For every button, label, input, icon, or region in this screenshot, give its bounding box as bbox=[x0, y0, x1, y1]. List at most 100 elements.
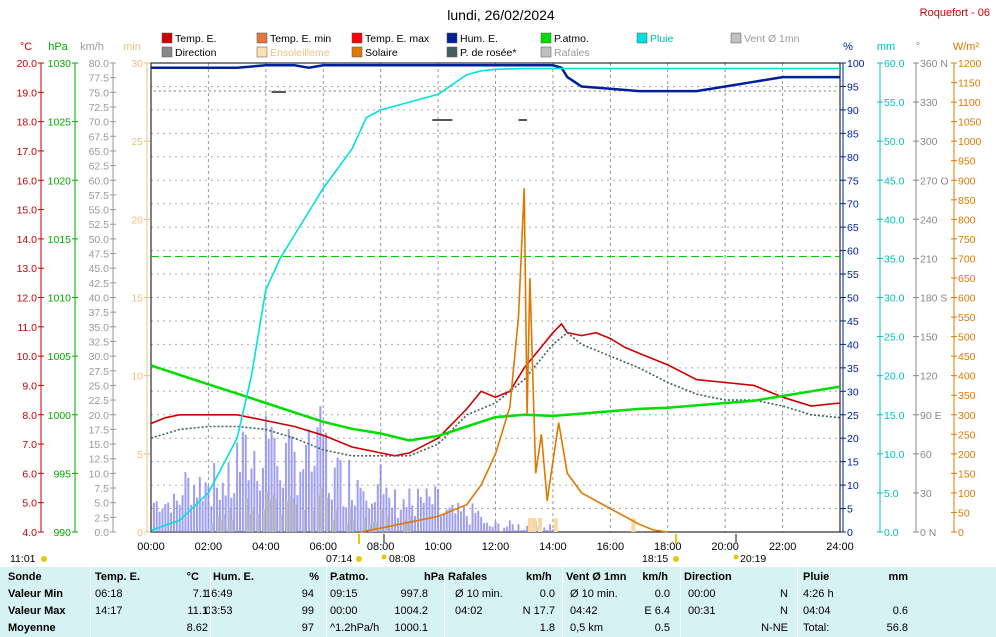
x-tick: 06:00 bbox=[309, 541, 337, 553]
temp-axis-tick: 14.0 bbox=[17, 234, 38, 246]
summary-header: Sonde Temp. E. °C Hum. E.% P.atmo. hPa Rafales… bbox=[0, 569, 996, 586]
wind-axis-tick: 42.5 bbox=[89, 278, 110, 290]
chart-title: lundi, 26/02/2024 bbox=[447, 7, 555, 23]
unit-pressure: hPa bbox=[48, 41, 68, 53]
pressure-axis-tick: 995 bbox=[53, 468, 71, 480]
legend-label: Temp. E. min bbox=[270, 33, 331, 45]
pressure-axis-tick: 1010 bbox=[48, 293, 72, 305]
wind-axis-tick: 37.5 bbox=[89, 307, 110, 319]
legend-swatch bbox=[351, 46, 363, 58]
temp-axis-tick: 5.0 bbox=[22, 498, 37, 510]
rain-axis-tick: 10.0 bbox=[884, 449, 905, 461]
rain-axis-tick: 30.0 bbox=[884, 293, 905, 305]
wind-axis-tick: 57.5 bbox=[89, 190, 110, 202]
x-tick: 12:00 bbox=[482, 541, 510, 553]
unit-humidity: % bbox=[843, 41, 853, 53]
column-separator bbox=[562, 567, 563, 637]
pressure-axis-tick: 1030 bbox=[48, 58, 72, 70]
summary-cell: 1004.2 bbox=[394, 605, 428, 617]
wind-axis-tick: 0.0 bbox=[94, 527, 109, 539]
humidity-axis-tick: 10 bbox=[847, 480, 859, 492]
summary-header-cell: Rafales bbox=[448, 571, 488, 583]
summary-header-cell: km/h bbox=[526, 571, 552, 583]
humidity-axis-tick: 45 bbox=[847, 316, 859, 328]
x-tick: 20:00 bbox=[711, 541, 739, 553]
solar-axis-tick: 250 bbox=[958, 429, 976, 441]
column-separator bbox=[326, 567, 327, 637]
solar-axis-tick: 1000 bbox=[958, 136, 982, 148]
solar-axis-tick: 950 bbox=[958, 156, 976, 168]
summary-header-cell: km/h bbox=[642, 571, 668, 583]
series-pluie bbox=[150, 67, 840, 532]
wind-axis-tick: 50.0 bbox=[89, 234, 110, 246]
humidity-axis-tick: 85 bbox=[847, 128, 859, 140]
direction-axis-tick: 270 O bbox=[920, 175, 949, 187]
solar-axis-tick: 350 bbox=[958, 390, 976, 402]
legend-label: Temp. E. bbox=[175, 33, 216, 45]
legend-label: Pluie bbox=[650, 33, 674, 45]
summary-header-cell: Sonde bbox=[8, 571, 42, 583]
legend-swatch bbox=[351, 32, 363, 44]
summary-cell: 14:17 bbox=[95, 605, 123, 617]
wind-axis-tick: 47.5 bbox=[89, 249, 110, 261]
pressure-axis-tick: 1025 bbox=[48, 117, 72, 129]
humidity-axis-tick: 75 bbox=[847, 175, 859, 187]
solar-axis-tick: 450 bbox=[958, 351, 976, 363]
summary-cell: 4:26 h bbox=[803, 588, 834, 600]
wind-axis-tick: 67.5 bbox=[89, 131, 110, 143]
wind-axis-tick: 72.5 bbox=[89, 102, 110, 114]
summary-cell: 04:04 bbox=[803, 605, 831, 617]
direction-axis-tick: 330 bbox=[920, 97, 938, 109]
summary-cell: 97 bbox=[301, 622, 314, 634]
moon-icon bbox=[381, 554, 387, 560]
x-tick: 00:00 bbox=[137, 541, 165, 553]
legend-label: Vent Ø 1mn bbox=[744, 33, 800, 45]
temp-axis-tick: 7.0 bbox=[22, 439, 37, 451]
solar-axis-tick: 700 bbox=[958, 253, 976, 265]
direction-axis-tick: 0 N bbox=[920, 527, 936, 539]
temp-axis-tick: 16.0 bbox=[17, 175, 38, 187]
temp-axis-tick: 8.0 bbox=[22, 410, 37, 422]
x-tick: 22:00 bbox=[769, 541, 797, 553]
legend-label: Hum. E. bbox=[460, 33, 498, 45]
station-name: Roquefort - 06 bbox=[920, 7, 990, 19]
wind-axis-tick: 70.0 bbox=[89, 117, 110, 129]
sunshine-bar bbox=[631, 518, 636, 532]
wind-axis-tick: 55.0 bbox=[89, 205, 110, 217]
temp-axis-tick: 10.0 bbox=[17, 351, 38, 363]
solar-axis-tick: 850 bbox=[958, 195, 976, 207]
series-p-atmo bbox=[150, 364, 841, 442]
temp-axis-tick: 12.0 bbox=[17, 293, 38, 305]
unit-sunshine: min bbox=[123, 41, 141, 53]
pressure-axis-tick: 1005 bbox=[48, 351, 72, 363]
rain-axis-tick: 55.0 bbox=[884, 97, 905, 109]
temp-axis-tick: 17.0 bbox=[17, 146, 38, 158]
humidity-axis-tick: 70 bbox=[847, 199, 859, 211]
unit-temp: °C bbox=[20, 41, 32, 53]
summary-cell: 7.1 bbox=[192, 588, 208, 600]
wind-axis-tick: 75.0 bbox=[89, 87, 110, 99]
summary-header-cell: °C bbox=[186, 571, 199, 583]
direction-axis-tick: 120 bbox=[920, 371, 938, 383]
wind-axis-tick: 45.0 bbox=[89, 263, 110, 275]
summary-header-cell: hPa bbox=[424, 571, 445, 583]
series-p-de-ros-e bbox=[150, 331, 841, 457]
rain-axis-tick: 0.0 bbox=[884, 527, 899, 539]
summary-header-cell: Temp. E. bbox=[95, 571, 141, 583]
rain-axis-tick: 20.0 bbox=[884, 371, 905, 383]
temp-axis-tick: 13.0 bbox=[17, 263, 38, 275]
wind-axis-tick: 15.0 bbox=[89, 439, 110, 451]
wind-axis-tick: 80.0 bbox=[89, 58, 110, 70]
wind-bars bbox=[152, 406, 636, 532]
rain-axis-tick: 35.0 bbox=[884, 253, 905, 265]
series-hum-e bbox=[151, 64, 840, 93]
temp-axis-tick: 19.0 bbox=[17, 87, 38, 99]
wind-axis-tick: 27.5 bbox=[89, 366, 110, 378]
wind-axis-tick: 5.0 bbox=[94, 498, 109, 510]
summary-cell: N-NE bbox=[761, 622, 788, 634]
rain-axis-tick: 45.0 bbox=[884, 175, 905, 187]
rain-axis-tick: 50.0 bbox=[884, 136, 905, 148]
sunshine-axis-tick: 30 bbox=[131, 58, 143, 70]
solar-axis-tick: 1150 bbox=[958, 78, 981, 90]
summary-cell: 04:42 bbox=[570, 605, 598, 617]
